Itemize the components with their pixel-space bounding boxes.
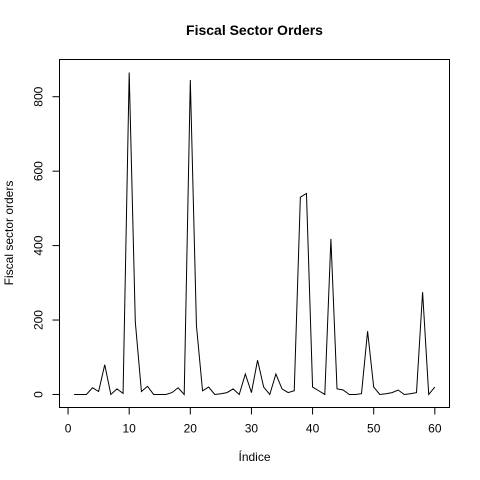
series-group: [74, 72, 436, 396]
y-tick-label: 800: [32, 86, 46, 106]
y-tick-label: 600: [32, 161, 46, 181]
x-axis: 0 10 20 30 40 50 60: [65, 407, 442, 436]
x-tick-label: 20: [184, 422, 198, 436]
y-tick-label: 200: [32, 310, 46, 330]
x-axis-label: Índice: [238, 449, 270, 464]
x-tick-label: 60: [428, 422, 442, 436]
series-line: [74, 72, 436, 396]
x-tick-label: 50: [367, 422, 381, 436]
x-tick-label: 40: [306, 422, 320, 436]
x-tick-label: 10: [123, 422, 137, 436]
x-tick-label: 30: [245, 422, 259, 436]
y-tick-label: 0: [32, 391, 46, 398]
x-tick-label: 0: [65, 422, 72, 436]
chart-title: Fiscal Sector Orders: [186, 22, 323, 38]
y-axis: 0 200 400 600 800: [32, 86, 60, 398]
y-tick-label: 400: [32, 235, 46, 255]
y-axis-label: Fiscal sector orders: [2, 181, 16, 286]
